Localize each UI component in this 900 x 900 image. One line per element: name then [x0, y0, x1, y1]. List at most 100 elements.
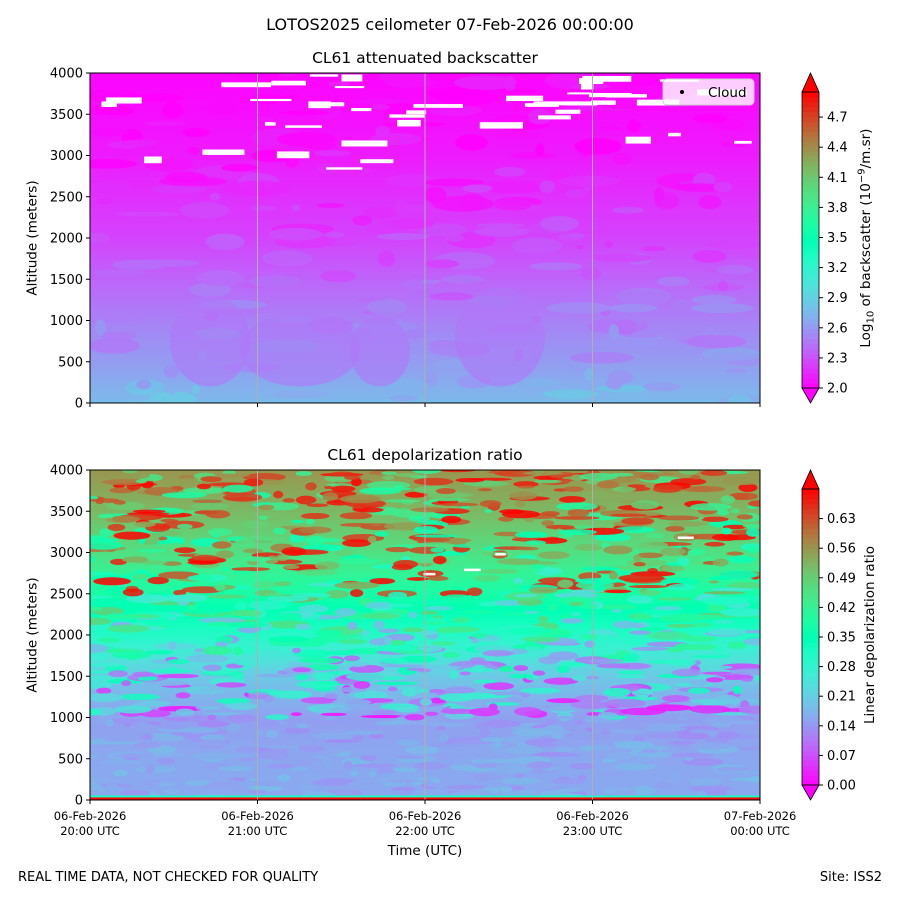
- heatmap-texture: [726, 551, 744, 556]
- colorbar-segment: [802, 304, 819, 310]
- heatmap-texture: [630, 73, 657, 87]
- heatmap-texture: [90, 680, 113, 689]
- colorbar-segment: [802, 225, 819, 231]
- heatmap-texture: [182, 477, 199, 481]
- heatmap-texture: [385, 174, 437, 188]
- heatmap-texture: [555, 502, 598, 511]
- heatmap-texture: [196, 483, 211, 490]
- heatmap-texture: [495, 131, 542, 141]
- heatmap-texture: [353, 681, 371, 689]
- heatmap-texture: [539, 705, 581, 712]
- heatmap-texture: [334, 789, 354, 795]
- heatmap-texture: [445, 784, 485, 790]
- heatmap-texture: [294, 649, 331, 658]
- colorbar-segment: [802, 368, 819, 374]
- heatmap-texture: [417, 644, 443, 653]
- heatmap-texture: [385, 499, 421, 503]
- cloud-gap: [625, 136, 651, 144]
- heatmap-texture: [647, 777, 666, 781]
- heatmap-texture: [441, 594, 474, 603]
- heatmap-texture: [729, 770, 760, 775]
- heatmap-texture: [202, 646, 233, 655]
- y-tick-label: 500: [58, 355, 83, 370]
- cloud-gap: [276, 151, 310, 159]
- colorbar-segment: [802, 602, 819, 608]
- colorbar-segment: [802, 681, 819, 687]
- heatmap-texture: [300, 512, 330, 520]
- cloud-gap: [590, 100, 616, 105]
- colorbar-segment: [802, 348, 819, 355]
- heatmap-texture: [478, 601, 498, 607]
- heatmap-texture: [474, 226, 530, 237]
- heatmap-texture: [146, 604, 159, 612]
- heatmap-texture: [395, 473, 421, 478]
- heatmap-texture: [703, 741, 724, 746]
- heatmap-texture: [486, 758, 522, 764]
- heatmap-texture: [664, 778, 681, 785]
- heatmap-texture: [460, 740, 486, 745]
- heatmap-texture: [360, 755, 377, 762]
- colorbar-segment: [802, 622, 819, 628]
- colorbar-segment: [802, 190, 819, 197]
- heatmap-texture: [539, 215, 579, 232]
- heatmap-texture: [475, 223, 526, 228]
- heatmap-texture: [511, 728, 555, 737]
- heatmap-texture: [436, 627, 458, 634]
- cloud-gap: [101, 101, 117, 107]
- heatmap-texture: [449, 705, 466, 710]
- heatmap-texture: [279, 73, 298, 77]
- heatmap-texture: [379, 772, 424, 780]
- heatmap-texture: [466, 480, 510, 487]
- heatmap-texture: [436, 725, 446, 731]
- heatmap-texture: [495, 470, 537, 477]
- heatmap-texture: [224, 180, 292, 196]
- heatmap-texture: [360, 714, 406, 719]
- colorbar-segment: [802, 587, 819, 594]
- heatmap-texture: [197, 720, 230, 728]
- heatmap-texture: [691, 622, 713, 628]
- colorbar-segment: [802, 240, 819, 246]
- heatmap-texture: [574, 648, 590, 655]
- heatmap-texture: [392, 767, 418, 773]
- heatmap-texture: [135, 479, 147, 484]
- heatmap-texture: [711, 587, 754, 592]
- heatmap-texture: [358, 98, 407, 104]
- heatmap-texture: [414, 692, 438, 697]
- heatmap-texture: [216, 765, 253, 772]
- heatmap-texture: [292, 667, 312, 673]
- heatmap-texture: [670, 773, 683, 778]
- heatmap-texture: [713, 620, 735, 624]
- heatmap-texture: [579, 472, 618, 481]
- heatmap-texture: [390, 639, 406, 646]
- heatmap-texture: [186, 146, 200, 155]
- heatmap-texture: [512, 577, 524, 584]
- colorbar-segment: [802, 323, 819, 330]
- heatmap-texture: [706, 628, 747, 636]
- heatmap-texture: [298, 526, 332, 534]
- heatmap-texture: [339, 751, 352, 756]
- cloud-gap: [334, 86, 365, 89]
- heatmap-texture: [629, 630, 652, 635]
- heatmap-texture: [497, 750, 507, 757]
- colorbar-segment: [802, 106, 819, 113]
- heatmap-texture: [345, 672, 387, 681]
- heatmap-texture: [524, 377, 559, 388]
- heatmap-texture: [305, 482, 317, 491]
- heatmap-texture: [294, 623, 312, 630]
- heatmap-texture: [145, 752, 187, 758]
- heatmap-texture: [513, 707, 542, 717]
- colorbar-tick-label: 2.3: [827, 351, 848, 366]
- heatmap-texture: [162, 561, 182, 566]
- heatmap-texture: [538, 615, 549, 623]
- heatmap-texture: [701, 717, 747, 725]
- heatmap-texture: [720, 570, 758, 580]
- heatmap-texture: [207, 714, 217, 721]
- colorbar-segment: [802, 289, 819, 295]
- colorbar-segment: [802, 279, 819, 285]
- heatmap-texture: [396, 739, 420, 746]
- heatmap-texture: [359, 487, 402, 495]
- colorbar-min-arrow: [801, 387, 820, 404]
- heatmap-texture: [704, 591, 745, 595]
- heatmap-texture: [131, 399, 162, 403]
- heatmap-texture: [163, 363, 180, 379]
